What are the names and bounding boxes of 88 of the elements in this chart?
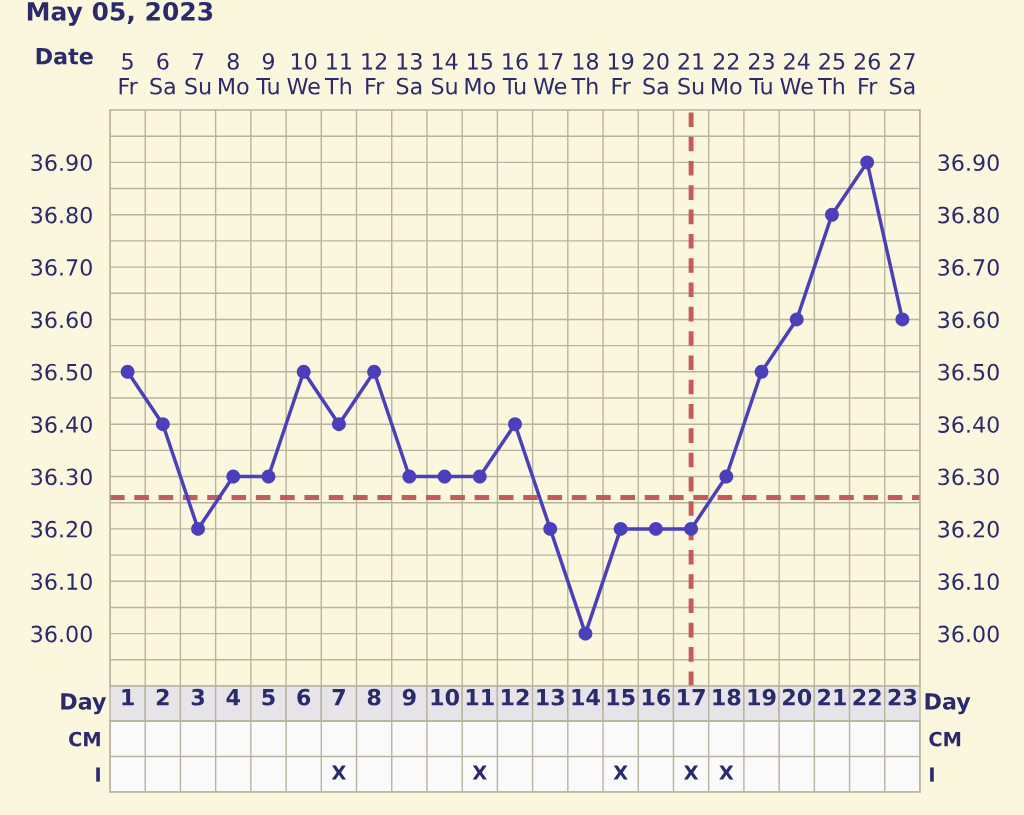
x-tick-label: 10: [431, 688, 459, 706]
y-tick-label: 36.50: [31, 363, 92, 381]
x-tick-label: 11 Th: [325, 53, 351, 95]
x-tick-label: 15: [607, 689, 635, 706]
point: [437, 469, 452, 484]
x-tick-label: 3: [191, 688, 205, 706]
x-tick-label: 8 Mo: [219, 52, 249, 95]
x-tick-label: 9 Tu: [256, 52, 279, 95]
x-tick-label: 22 Mo: [712, 52, 742, 95]
point: [367, 364, 382, 379]
x-tick-label: 21: [818, 688, 846, 706]
x-tick-label: 10 We: [287, 52, 320, 95]
y-tick-label: 36.30: [31, 468, 92, 486]
chart-title: May 05, 2023: [27, 1, 213, 26]
x-tick-label: 9: [402, 688, 416, 706]
x-tick-label: 7 Su: [185, 53, 211, 95]
x-tick-label: 26 Fr: [854, 52, 880, 95]
y-tick-label: 36.10: [31, 573, 92, 591]
point: [648, 521, 663, 536]
y-tick-label: 36.20: [31, 520, 92, 538]
y-tick-label: 36.90: [31, 154, 92, 172]
point: [825, 207, 839, 222]
point: [578, 626, 593, 641]
point: [789, 312, 804, 327]
x-tick-label: 18 Th: [571, 52, 599, 95]
x-tick-label: 6: [297, 688, 311, 706]
x-tick-label: 7: [332, 689, 345, 706]
point: [613, 521, 628, 536]
x-tick-label: 19: [748, 688, 776, 706]
point: [684, 521, 699, 536]
point: [754, 364, 769, 379]
x-tick-label: 15 Mo: [465, 53, 495, 95]
point: [261, 469, 276, 484]
x-tick-label: 20: [783, 688, 812, 706]
text: X: [613, 765, 628, 780]
point: [895, 312, 910, 327]
x-tick-label: 5 Fr: [119, 53, 138, 95]
x-tick-label: 23: [888, 688, 917, 706]
x-tick-label: 22: [853, 688, 881, 706]
point: [120, 364, 135, 379]
point: [296, 364, 311, 379]
x-tick-label: 4: [226, 689, 240, 706]
x-axis-title: Day: [61, 693, 107, 715]
x-tick-label: 19 Fr: [608, 52, 634, 95]
x-tick-label: 1: [122, 689, 134, 706]
point: [860, 155, 875, 170]
point: [508, 417, 522, 432]
x-tick-label: 14: [572, 689, 600, 706]
y-tick-label: 36.70: [31, 259, 92, 276]
x-tick-label: 2: [156, 688, 169, 706]
x-tick-label: 16: [642, 688, 671, 706]
text: X: [331, 765, 347, 780]
y-tick-label: 36.00: [31, 625, 92, 643]
x-tick-label: 13: [537, 688, 564, 706]
x-tick-label: 8: [367, 688, 381, 706]
point: [719, 469, 734, 484]
x-tick-label: 27 Sa: [889, 52, 915, 95]
point: [402, 469, 417, 484]
point: [155, 417, 170, 432]
x-tick-label: 17 We: [533, 53, 567, 95]
x-tick-label: 20 Sa: [643, 52, 669, 95]
x-tick-label: 23 Tu: [749, 52, 774, 95]
x-axis-title: Date: [36, 48, 93, 65]
text: X: [683, 765, 699, 780]
text: X: [719, 765, 734, 780]
x-tick-label: 11: [466, 689, 494, 706]
x-tick-label: 18: [713, 688, 741, 706]
x-tick-label: 25 Th: [818, 52, 845, 95]
x-tick-label: 21 Su: [678, 52, 704, 95]
x-tick-label: 5: [262, 689, 275, 706]
point: [543, 521, 558, 536]
x-tick-label: 6 Sa: [150, 52, 175, 95]
x-tick-label: 14 Su: [431, 53, 458, 95]
y-tick-label: 36.60: [31, 311, 92, 329]
x-tick-label: 24 We: [780, 52, 813, 95]
point: [226, 469, 241, 484]
y-tick-label: 36.80: [31, 206, 92, 224]
text: X: [472, 765, 487, 780]
x-tick-label: 17: [678, 689, 705, 706]
y-tick-label: 36.40: [31, 416, 92, 433]
text: Day: [925, 693, 971, 715]
x-tick-label: 12: [502, 688, 529, 706]
x-tick-label: 13 Sa: [396, 52, 422, 95]
point: [472, 469, 487, 484]
x-tick-label: 16 Tu: [502, 52, 528, 95]
x-tick-label: 12 Fr: [362, 52, 387, 95]
point: [331, 417, 346, 432]
point: [191, 521, 205, 536]
